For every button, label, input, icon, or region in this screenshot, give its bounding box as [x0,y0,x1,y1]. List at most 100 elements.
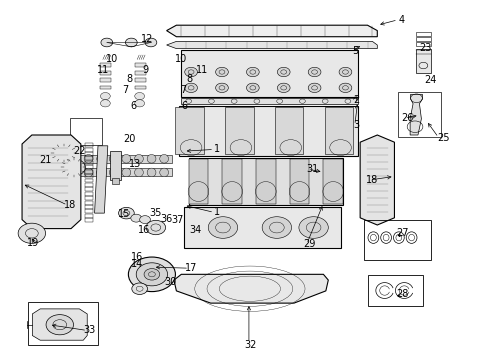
Text: 34: 34 [189,225,201,235]
Circle shape [101,38,113,47]
Bar [85,187,93,191]
Ellipse shape [109,168,118,177]
Ellipse shape [122,168,131,177]
Text: 23: 23 [419,43,432,53]
Bar [416,37,431,41]
Circle shape [308,67,321,77]
Circle shape [135,93,145,100]
Circle shape [208,217,238,238]
Bar [323,159,343,204]
Ellipse shape [97,168,105,177]
Text: 3: 3 [354,120,360,130]
Text: 9: 9 [143,65,148,75]
Bar [175,107,204,154]
Circle shape [131,214,142,222]
Text: 1: 1 [214,144,220,154]
Bar [28,302,98,345]
Circle shape [18,223,46,243]
Ellipse shape [97,154,105,163]
Circle shape [144,269,160,280]
Ellipse shape [109,154,118,163]
Bar [368,275,423,306]
Text: 7: 7 [181,85,187,95]
Bar [189,159,208,204]
Text: 16: 16 [138,225,150,235]
Bar [100,71,111,75]
Circle shape [299,217,328,238]
Circle shape [100,93,110,100]
Text: 24: 24 [424,75,437,85]
Bar [100,78,111,82]
Circle shape [246,67,259,77]
Ellipse shape [160,168,169,177]
Bar [85,214,93,218]
Text: 20: 20 [123,134,136,144]
Text: 29: 29 [303,239,316,249]
Text: 8: 8 [187,74,193,84]
Bar [416,49,431,73]
Circle shape [30,154,44,164]
Circle shape [136,263,168,286]
Bar [71,155,172,163]
Circle shape [308,83,321,93]
Circle shape [125,38,137,47]
Text: 18: 18 [63,200,75,210]
Text: 28: 28 [396,289,409,300]
Bar [85,174,93,178]
Bar [325,107,353,154]
Bar [416,32,431,36]
Bar [85,179,93,183]
Text: 10: 10 [175,54,187,64]
Bar [85,143,93,147]
Bar [364,220,431,260]
Ellipse shape [84,168,93,177]
Bar [85,165,93,169]
Text: 14: 14 [131,258,143,269]
Bar [135,63,146,67]
Text: 11: 11 [97,65,109,75]
Bar [222,159,242,204]
Bar [85,210,93,213]
Text: 25: 25 [438,132,450,143]
Text: 10: 10 [106,54,118,64]
Bar [85,148,93,152]
Text: 12: 12 [141,34,153,44]
Ellipse shape [147,168,156,177]
Circle shape [140,216,150,224]
Ellipse shape [147,154,156,163]
Bar [181,98,358,104]
Circle shape [30,145,44,156]
Text: 8: 8 [127,74,133,84]
Text: 1: 1 [214,207,220,217]
Text: 17: 17 [185,263,197,273]
Polygon shape [167,41,377,49]
Bar [112,178,119,184]
Ellipse shape [122,154,131,163]
Bar [135,78,146,82]
Bar [189,158,343,205]
Bar [225,107,254,154]
Text: 36: 36 [161,214,172,224]
Bar [135,86,146,89]
Text: 2: 2 [354,95,360,105]
Text: 15: 15 [118,209,130,219]
Ellipse shape [135,168,144,177]
Polygon shape [360,135,394,225]
Text: 6: 6 [182,101,188,111]
Circle shape [339,83,352,93]
Ellipse shape [160,154,169,163]
Bar [181,50,358,97]
Bar [85,201,93,204]
Text: 21: 21 [39,155,51,165]
Text: 31: 31 [306,164,318,174]
Text: 33: 33 [83,325,95,336]
Circle shape [62,159,85,176]
Circle shape [339,67,352,77]
Bar [71,168,172,176]
Text: 6: 6 [130,101,136,111]
Ellipse shape [72,154,80,163]
Text: 16: 16 [131,252,143,262]
Text: 27: 27 [396,228,409,238]
Bar [85,183,93,187]
Circle shape [128,257,175,292]
